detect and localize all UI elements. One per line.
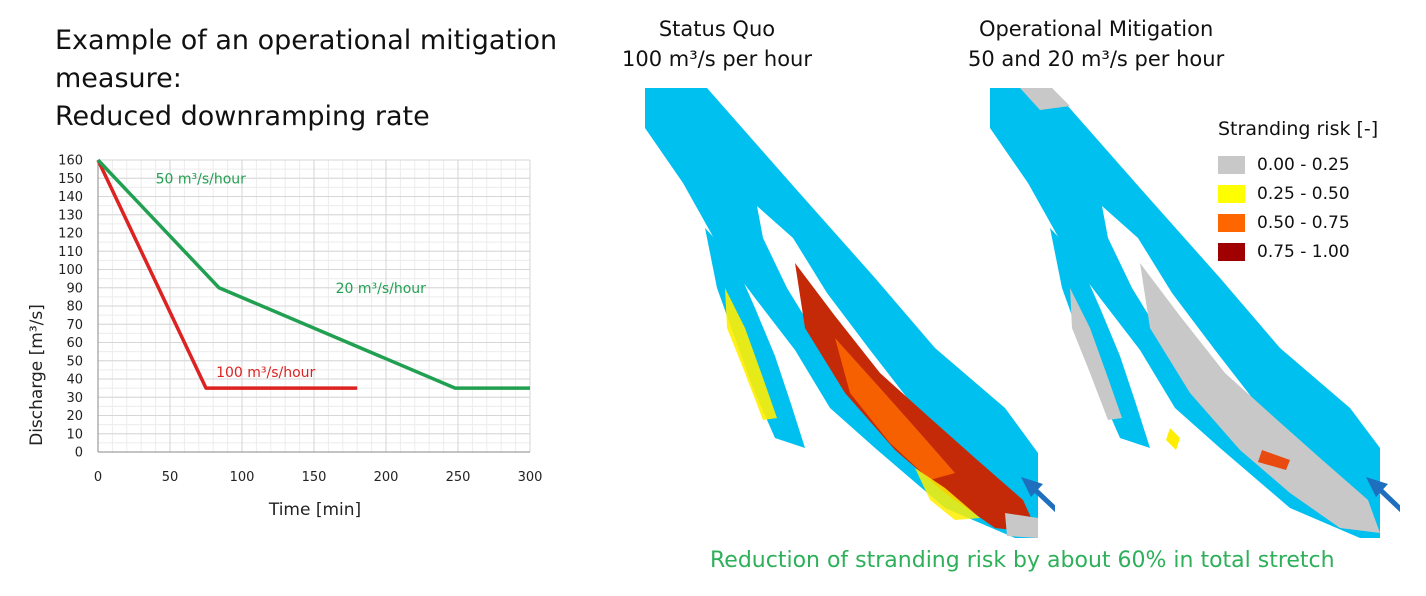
annotation-label: 100 m³/s/hour: [216, 365, 315, 381]
mitigation-title: Operational Mitigation 50 and 20 m³/s pe…: [968, 14, 1224, 74]
chart-grid: [97, 159, 531, 453]
status-quo-title-line-1: Status Quo: [658, 17, 776, 41]
y-tick-label: 120: [58, 227, 83, 242]
conclusion-text: Reduction of stranding risk by about 60%…: [710, 548, 1335, 573]
y-tick-label: 10: [66, 427, 83, 442]
chart-annotations: 50 m³/s/hour 20 m³/s/hour 100 m³/s/hour: [156, 172, 427, 381]
series-line-0: [96, 159, 358, 390]
chart-axes: [97, 160, 530, 453]
risk-legend: Stranding risk [-] 0.00 - 0.25 0.25 - 0.…: [1218, 118, 1378, 266]
x-tick-label: 200: [374, 470, 399, 485]
series-line-1: [96, 158, 530, 390]
annotation-label: 20 m³/s/hour: [336, 281, 427, 297]
y-tick-label: 20: [66, 409, 83, 424]
headline-line-1: Example of an operational mitigation: [55, 25, 558, 56]
risk-zone-low: [1166, 428, 1180, 450]
y-tick-label: 70: [66, 318, 83, 333]
y-tick-label: 50: [66, 354, 83, 369]
legend-swatch: [1218, 155, 1245, 174]
x-tick-label: 300: [518, 470, 543, 485]
status-quo-title: Status Quo 100 m³/s per hour: [622, 14, 812, 74]
legend-label: 0.50 - 0.75: [1257, 212, 1350, 233]
y-tick-label: 30: [66, 391, 83, 406]
y-tick-label: 80: [66, 300, 83, 315]
island-gap: [757, 206, 945, 448]
legend-label: 0.00 - 0.25: [1257, 154, 1350, 175]
legend-swatch: [1218, 184, 1245, 203]
mitigation-title-line-1: Operational Mitigation: [978, 17, 1214, 41]
mitigation-title-line-2: 50 and 20 m³/s per hour: [968, 47, 1225, 71]
risk-zone-grey-2: [1070, 288, 1122, 420]
discharge-chart: 0 50 100 150 200 250 300 0 10 20 30 40 50 60 70 80 90 100…: [27, 154, 542, 521]
legend-swatch: [1218, 242, 1245, 261]
annotation-label: 50 m³/s/hour: [156, 172, 247, 188]
legend-label: 0.75 - 1.00: [1257, 241, 1350, 262]
left-bank-arm: [1050, 228, 1150, 448]
risk-zone-mid: [835, 338, 955, 480]
mitigation-map: [990, 88, 1400, 538]
y-tick-label: 40: [66, 373, 83, 388]
legend-title: Stranding risk [-]: [1218, 118, 1379, 140]
risk-zone-high: [795, 263, 1038, 533]
flow-direction-arrowhead: [1366, 477, 1388, 497]
legend-label: 0.25 - 0.50: [1257, 183, 1350, 204]
x-tick-label: 0: [94, 470, 102, 485]
risk-zone-low: [725, 288, 777, 420]
status-quo-title-line-2: 100 m³/s per hour: [622, 47, 812, 71]
headline-line-3: Reduced downramping rate: [55, 101, 430, 132]
legend-item: 0.75 - 1.00: [1218, 237, 1378, 266]
left-bank-arm: [705, 228, 805, 448]
x-axis-label: Time [min]: [268, 500, 361, 520]
chart-ticks: 0 50 100 150 200 250 300 0 10 20 30 40 50 60 70 80 90 100…: [58, 154, 542, 486]
x-tick-label: 100: [230, 470, 255, 485]
river-bank-top: [1020, 88, 1070, 110]
y-tick-label: 60: [66, 336, 83, 351]
chart-series: [96, 158, 530, 390]
flow-direction-arrowhead: [1021, 477, 1043, 497]
y-tick-label: 140: [58, 190, 83, 205]
risk-zone-low-2: [915, 468, 980, 520]
y-tick-label: 130: [58, 208, 83, 223]
y-tick-label: 0: [75, 446, 83, 461]
y-tick-label: 110: [58, 245, 83, 260]
headline-line-2: measure:: [55, 63, 182, 94]
legend-swatch: [1218, 213, 1245, 232]
y-tick-label: 150: [58, 172, 83, 187]
y-tick-label: 90: [66, 281, 83, 296]
x-tick-label: 250: [446, 470, 471, 485]
y-tick-label: 160: [58, 154, 83, 169]
x-tick-label: 150: [302, 470, 327, 485]
legend-item: 0.25 - 0.50: [1218, 179, 1378, 208]
headline: Example of an operational mitigation mea…: [55, 22, 557, 136]
risk-zone-grey: [1005, 513, 1038, 538]
y-tick-label: 100: [58, 263, 83, 278]
status-quo-map: [645, 88, 1055, 538]
island-gap: [1102, 206, 1290, 448]
legend-item: 0.50 - 0.75: [1218, 208, 1378, 237]
risk-zone-grey: [1140, 263, 1380, 533]
legend-item: 0.00 - 0.25: [1218, 150, 1378, 179]
x-tick-label: 50: [162, 470, 179, 485]
risk-zone-mid: [1258, 450, 1290, 470]
y-axis-label: Discharge [m³/s]: [27, 304, 47, 446]
